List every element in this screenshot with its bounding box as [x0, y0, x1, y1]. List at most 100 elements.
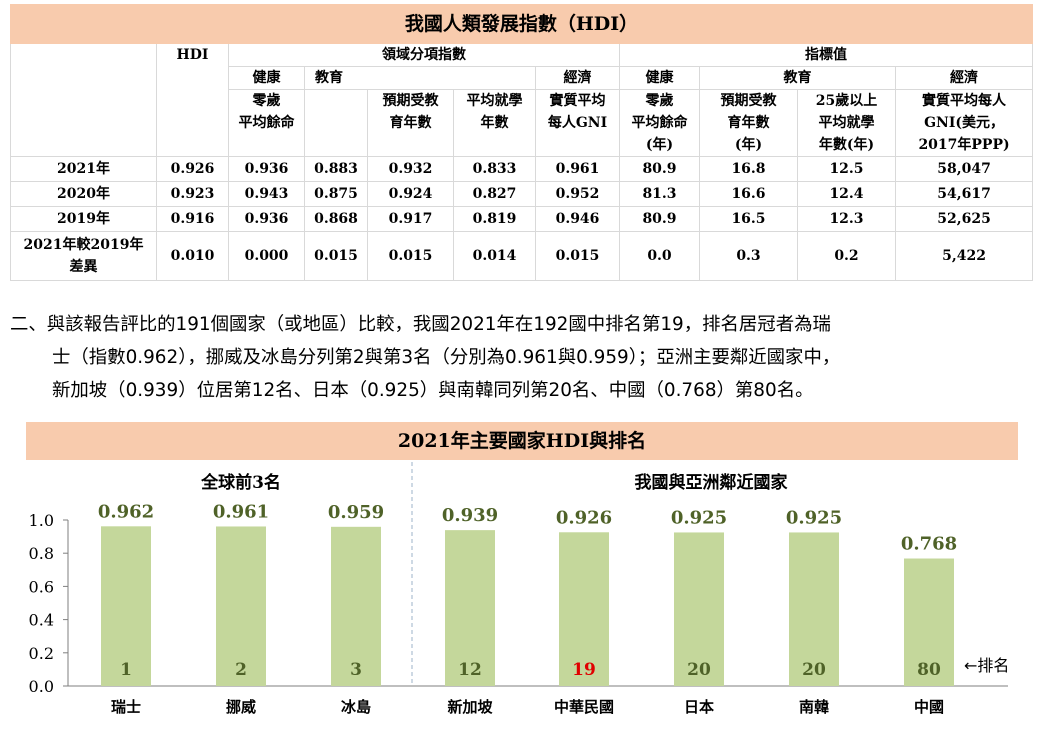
life-exp-l2: 平均餘命 [238, 115, 295, 131]
cell-v-gni: 54,617 [894, 181, 1034, 207]
bar [101, 526, 151, 686]
analysis-paragraph: 二、與該報告評比的191個國家（或地區）比較，我國2021年在192國中排名第1… [10, 308, 1030, 407]
row-label-line-2: 差異 [69, 259, 98, 275]
chart-title: 2021年主要國家HDI與排名 [26, 422, 1018, 460]
v-gni-header: 實質平均每人 GNI(美元， 2017年PPP) [894, 89, 1034, 157]
cell-mean: 0.827 [453, 181, 536, 207]
domain-index-header: 領域分項指數 [228, 43, 620, 67]
row-label: 2021年 [10, 156, 157, 182]
bar-value-label: 0.959 [328, 502, 384, 523]
cell-v-exp: 16.6 [699, 181, 798, 207]
edu-blank-cell [304, 89, 368, 157]
bar-rank-label: 3 [350, 660, 362, 680]
bar-rank-label: 20 [802, 660, 826, 680]
x-tick-label: 南韓 [799, 698, 829, 716]
x-tick-label: 新加坡 [447, 698, 492, 716]
cell-edu: 0.015 [304, 231, 368, 281]
v-economy-header: 經濟 [894, 66, 1034, 90]
cell-v-exp: 16.5 [699, 206, 798, 232]
cell-v-life: 80.9 [619, 156, 700, 182]
bar-rank-label: 19 [572, 660, 596, 680]
v-health-header: 健康 [619, 66, 700, 90]
v-life-l2: 平均餘命 [631, 115, 688, 131]
cell-v-gni: 58,047 [894, 156, 1034, 182]
row-label-line-1: 2020年 [57, 186, 110, 202]
cell-econ: 0.946 [535, 206, 620, 232]
hdi-header: HDI [156, 43, 229, 157]
v-gni-l3: 2017年PPP) [918, 137, 1010, 153]
corner-cell [10, 43, 157, 157]
x-tick-label: 中國 [914, 698, 944, 716]
cell-edu: 0.875 [304, 181, 368, 207]
v-mean-l2: 平均就學 [818, 115, 875, 131]
cell-edu: 0.883 [304, 156, 368, 182]
cell-exp: 0.924 [367, 181, 454, 207]
v-gni-l1: 實質平均每人 [922, 93, 1007, 109]
row-label-line-1: 2021年較2019年 [23, 237, 144, 253]
y-tick-label: 0.6 [29, 577, 54, 596]
cell-exp: 0.015 [367, 231, 454, 281]
cell-hdi: 0.923 [156, 181, 229, 207]
life-exp-l1: 零歲 [252, 93, 281, 109]
cell-mean: 0.819 [453, 206, 536, 232]
cell-health: 0.936 [228, 206, 305, 232]
v-mean-header: 25歲以上 平均就學 年數(年) [797, 89, 896, 157]
v-exp-header: 預期受教 育年數 (年) [699, 89, 798, 157]
x-tick-label: 日本 [684, 698, 714, 716]
v-exp-l3: (年) [734, 137, 763, 153]
gni-header: 實質平均 每人GNI [535, 89, 620, 157]
bar [216, 526, 266, 686]
table-title: 我國人類發展指數（HDI） [9, 4, 1034, 44]
mean-school-l2: 年數 [480, 115, 509, 131]
x-tick-label: 挪威 [226, 698, 256, 716]
table-row: 2020年 0.923 0.943 0.875 0.924 0.827 0.952 81.3 1… [10, 181, 1034, 207]
cell-v-life: 81.3 [619, 181, 700, 207]
hdi-table: 我國人類發展指數（HDI） HDI 領域分項指數 指標值 健康 教育 經濟 健康… [9, 4, 1034, 281]
bar-rank-label: 20 [687, 660, 711, 680]
x-tick-label: 瑞士 [111, 698, 141, 716]
table-row: 2021年較2019年 差異 0.010 0.000 0.015 0.015 0.014 0.… [10, 231, 1034, 281]
v-life-l1: 零歲 [645, 93, 674, 109]
paragraph-line-2: 士（指數0.962），挪威及冰島分列第2與第3名（分別為0.961與0.959）… [52, 347, 841, 368]
bar [559, 532, 609, 686]
mean-school-l1: 平均就學 [466, 93, 523, 109]
cell-v-mean: 12.4 [797, 181, 896, 207]
table-row: 2021年 0.926 0.936 0.883 0.932 0.833 0.961 80.9 1… [10, 156, 1034, 182]
bar [445, 530, 495, 686]
cell-econ: 0.961 [535, 156, 620, 182]
x-tick-label: 中華民國 [554, 698, 614, 716]
hdi-bar-chart: 0.0 0.2 0.4 0.6 0.8 1.0 全球前3名 我國與亞洲鄰近國家 0.962 1 瑞士… [29, 462, 1009, 716]
cell-mean: 0.014 [453, 231, 536, 281]
mean-school-header: 平均就學 年數 [453, 89, 536, 157]
row-label: 2021年較2019年 差異 [10, 231, 157, 281]
row-label: 2020年 [10, 181, 157, 207]
rank-note: ←排名 [964, 656, 1009, 675]
bar-value-label: 0.962 [98, 501, 154, 522]
bar-value-label: 0.768 [901, 534, 957, 555]
bar [331, 526, 381, 686]
y-tick-label: 0.8 [29, 544, 54, 563]
group-label-asia: 我國與亞洲鄰近國家 [635, 472, 788, 493]
exp-school-l1: 預期受教 [382, 93, 439, 109]
gni-l1: 實質平均 [549, 93, 606, 109]
cell-health: 0.000 [228, 231, 305, 281]
y-tick-label: 0.0 [29, 677, 54, 696]
gni-l2: 每人GNI [547, 115, 608, 131]
x-tick-label: 冰島 [341, 698, 371, 716]
health-header: 健康 [228, 66, 305, 90]
cell-v-life: 0.0 [619, 231, 700, 281]
education-header: 教育 [304, 66, 536, 90]
bar-rank-label: 1 [120, 660, 132, 680]
v-exp-l2: 育年數 [727, 115, 770, 131]
bar-rank-label: 12 [458, 660, 482, 680]
cell-v-gni: 52,625 [894, 206, 1034, 232]
table-body: 2021年 0.926 0.936 0.883 0.932 0.833 0.961 80.9 1… [10, 156, 1034, 281]
cell-v-exp: 16.8 [699, 156, 798, 182]
bar [904, 558, 954, 686]
cell-hdi: 0.010 [156, 231, 229, 281]
y-tick-label: 0.2 [29, 644, 54, 663]
economy-header: 經濟 [535, 66, 620, 90]
bar-value-label: 0.926 [556, 507, 612, 528]
bar [674, 532, 724, 686]
paragraph-line-1: 二、與該報告評比的191個國家（或地區）比較，我國2021年在192國中排名第1… [10, 314, 831, 335]
